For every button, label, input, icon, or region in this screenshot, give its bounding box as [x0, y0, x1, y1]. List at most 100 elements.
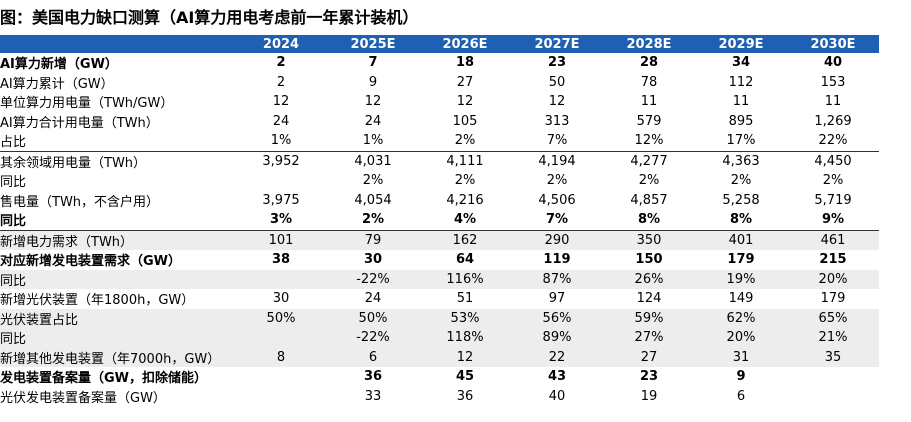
cell: 36	[363, 369, 383, 385]
cell: 118%	[419, 328, 511, 348]
cell: 50%	[235, 308, 327, 328]
cell: 313	[544, 113, 570, 129]
row-label: AI算力新增（GW）	[0, 57, 118, 73]
cell: 17%	[695, 131, 787, 152]
cell: 24	[272, 113, 290, 129]
cell: 19	[640, 388, 658, 404]
cell: 2%	[419, 131, 511, 152]
table-row: 光伏发电装置备案量（GW） 33 36 40 19 6	[0, 387, 879, 407]
table-row: 单位算力用电量（TWh/GW） 12 12 12 12 11 11 11	[0, 92, 879, 112]
cell: 290	[511, 230, 603, 250]
cell: 28	[639, 55, 659, 71]
cell: 3,952	[262, 153, 300, 169]
cell: 40	[548, 388, 566, 404]
row-label: 售电量（TWh，不含户用）	[0, 194, 160, 210]
table-row: 新增其他发电装置（年7000h，GW） 8 6 12 22 27 31 35	[0, 347, 879, 367]
cell: 30	[363, 252, 383, 268]
data-table: 2024 2025E 2026E 2027E 2028E 2029E 2030E AI算力新增…	[0, 35, 879, 406]
row-label: 新增电力需求（TWh）	[0, 230, 235, 250]
cell: 2%	[822, 173, 844, 189]
column-header: 2029E	[695, 35, 787, 53]
cell: 11	[824, 94, 842, 110]
cell: 87%	[511, 269, 603, 289]
cell: 7%	[511, 210, 603, 231]
cell: 65%	[787, 308, 879, 328]
cell	[787, 367, 879, 387]
cell: 8	[235, 347, 327, 367]
column-header: 2027E	[511, 35, 603, 53]
cell: 23	[547, 55, 567, 71]
cell: 5,719	[814, 192, 852, 208]
cell: 35	[787, 347, 879, 367]
cell: 124	[636, 291, 662, 307]
cell: 38	[271, 252, 291, 268]
row-label: 同比	[0, 269, 235, 289]
cell: 20%	[787, 269, 879, 289]
header-row: 2024 2025E 2026E 2027E 2028E 2029E 2030E	[0, 35, 879, 53]
cell	[235, 387, 327, 407]
cell: 22	[511, 347, 603, 367]
cell: 153	[820, 74, 846, 90]
corner	[0, 35, 235, 53]
cell: 105	[452, 113, 478, 129]
cell: 89%	[511, 328, 603, 348]
cell: 8%	[603, 210, 695, 231]
cell: 11	[732, 94, 750, 110]
cell: 43	[547, 369, 567, 385]
table-row: 光伏装置占比 50% 50% 53% 56% 59% 62% 65%	[0, 308, 879, 328]
cell: 179	[820, 291, 846, 307]
cell	[787, 387, 879, 407]
table-row: 新增电力需求（TWh） 101 79 162 290 350 401 461	[0, 230, 879, 250]
cell: 27	[603, 347, 695, 367]
cell: 18	[455, 55, 475, 71]
table-row: 同比 2% 2% 2% 2% 2% 2%	[0, 171, 879, 191]
column-header: 2030E	[787, 35, 879, 53]
cell: 12	[548, 94, 566, 110]
cell: 9	[368, 74, 378, 90]
cell: 6	[327, 347, 419, 367]
title: 图：美国电力缺口测算（AI算力用电考虑前一年累计装机）	[0, 8, 419, 27]
cell: 116%	[419, 269, 511, 289]
cell: 51	[456, 291, 474, 307]
cell: 23	[639, 369, 659, 385]
cell: 4,111	[446, 153, 484, 169]
cell: 150	[635, 252, 663, 268]
cell: 2%	[730, 173, 752, 189]
table-row: 占比 1% 1% 2% 7% 12% 17% 22%	[0, 131, 879, 152]
cell: 149	[728, 291, 754, 307]
cell: 34	[731, 55, 751, 71]
cell: 350	[603, 230, 695, 250]
cell: 33	[364, 388, 382, 404]
cell	[235, 171, 327, 191]
table-row: 发电装置备案量（GW，扣除储能） 36 45 43 23 9	[0, 367, 879, 387]
row-label: AI算力累计（GW）	[0, 76, 114, 92]
cell: 53%	[419, 308, 511, 328]
cell: 24	[364, 291, 382, 307]
cell: 20%	[695, 328, 787, 348]
row-label: 对应新增发电装置需求（GW）	[0, 254, 182, 270]
cell: 4,450	[814, 153, 852, 169]
cell: 119	[543, 252, 571, 268]
cell: 2%	[327, 210, 419, 231]
cell: 179	[727, 252, 755, 268]
cell: 4,363	[722, 153, 760, 169]
cell: 215	[819, 252, 847, 268]
cell: 56%	[511, 308, 603, 328]
cell: 9%	[787, 210, 879, 231]
table-row: 新增光伏装置（年1800h，GW） 30 24 51 97 124 149 179	[0, 289, 879, 309]
cell	[235, 328, 327, 348]
row-label: 新增其他发电装置（年7000h，GW）	[0, 347, 235, 367]
cell: 4,506	[538, 192, 576, 208]
cell: 59%	[603, 308, 695, 328]
cell: 6	[736, 388, 746, 404]
column-header: 2025E	[327, 35, 419, 53]
cell: 31	[695, 347, 787, 367]
cell	[235, 367, 327, 387]
cell: 62%	[695, 308, 787, 328]
cell: 461	[787, 230, 879, 250]
cell: 3%	[235, 210, 327, 231]
cell: 1%	[235, 131, 327, 152]
cell: 12	[456, 94, 474, 110]
cell: 5,258	[722, 192, 760, 208]
cell: 22%	[787, 131, 879, 152]
